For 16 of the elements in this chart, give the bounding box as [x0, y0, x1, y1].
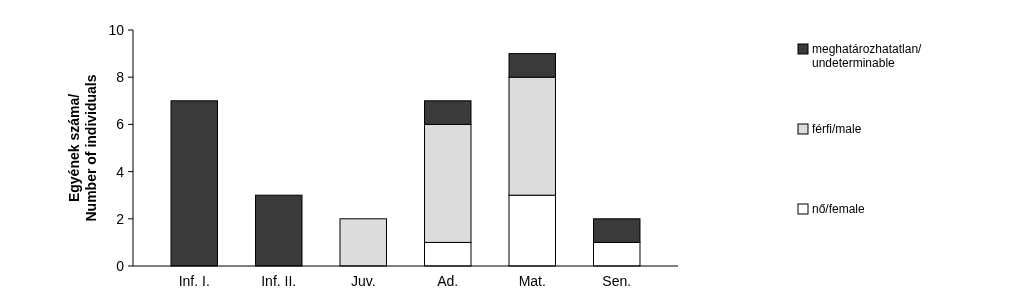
- x-tick-label: Inf. II.: [261, 273, 297, 289]
- legend-label: nő/female: [812, 202, 866, 216]
- y-tick-label: 10: [108, 21, 125, 38]
- legend-label: férfi/male: [812, 122, 862, 136]
- y-tick-label: 2: [116, 210, 125, 227]
- y-axis-title: Egyének száma/ Number of individuals: [65, 74, 99, 222]
- y-tick-label: 0: [116, 257, 125, 274]
- x-tick-label: Mat.: [518, 273, 546, 289]
- y-tick-label: 6: [116, 116, 125, 133]
- x-tick-label: Ad.: [437, 273, 459, 289]
- y-tick-label: 8: [116, 69, 125, 86]
- y-tick-label: 4: [116, 163, 125, 180]
- x-tick-label: Inf. I.: [178, 273, 210, 289]
- legend-label: meghatározhatatlan/undeterminable: [812, 42, 923, 71]
- x-tick-label: Sen.: [602, 273, 632, 289]
- x-tick-label: Juv.: [350, 273, 376, 289]
